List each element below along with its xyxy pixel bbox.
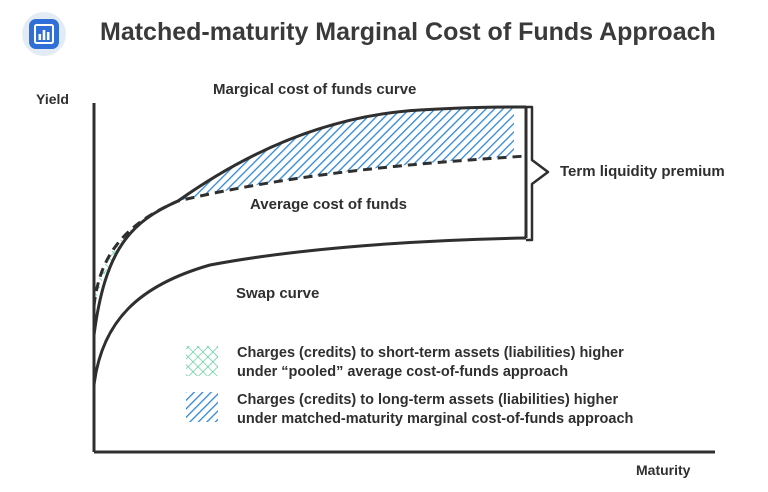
marginal-curve-label: Margical cost of funds curve [213,81,417,98]
premium-bracket [526,105,550,242]
legend-long-term-line1: Charges (credits) to long-term assets (l… [237,392,619,408]
legend-short-term-line2: under “pooled” average cost-of-funds app… [237,364,569,380]
legend-short-term: Charges (credits) to short-term assets (… [237,344,624,382]
title-icon-badge [22,12,66,56]
marginal-cost-curve [92,105,527,336]
y-axis-label: Yield [36,91,69,107]
legend-long-term: Charges (credits) to long-term assets (l… [237,391,633,429]
x-axis-label: Maturity [636,462,691,478]
swap-curve-label: Swap curve [236,285,320,302]
term-liquidity-premium-label: Term liquidity premium [560,163,725,180]
legend-swatch-long-term [186,392,218,422]
average-cost-curve [92,154,527,307]
page-title: Matched-maturity Marginal Cost of Funds … [100,18,716,46]
average-curve-label: Average cost of funds [250,196,407,213]
short-term-crosshatch-region [94,201,178,306]
long-term-hatch-region [178,107,514,201]
legend-long-term-line2: under matched-maturity marginal cost-of-… [237,411,634,427]
legend-swatch-short-term [186,346,218,376]
bar-chart-icon [29,19,59,49]
swap-curve [92,236,527,386]
legend-short-term-line1: Charges (credits) to short-term assets (… [237,345,624,361]
